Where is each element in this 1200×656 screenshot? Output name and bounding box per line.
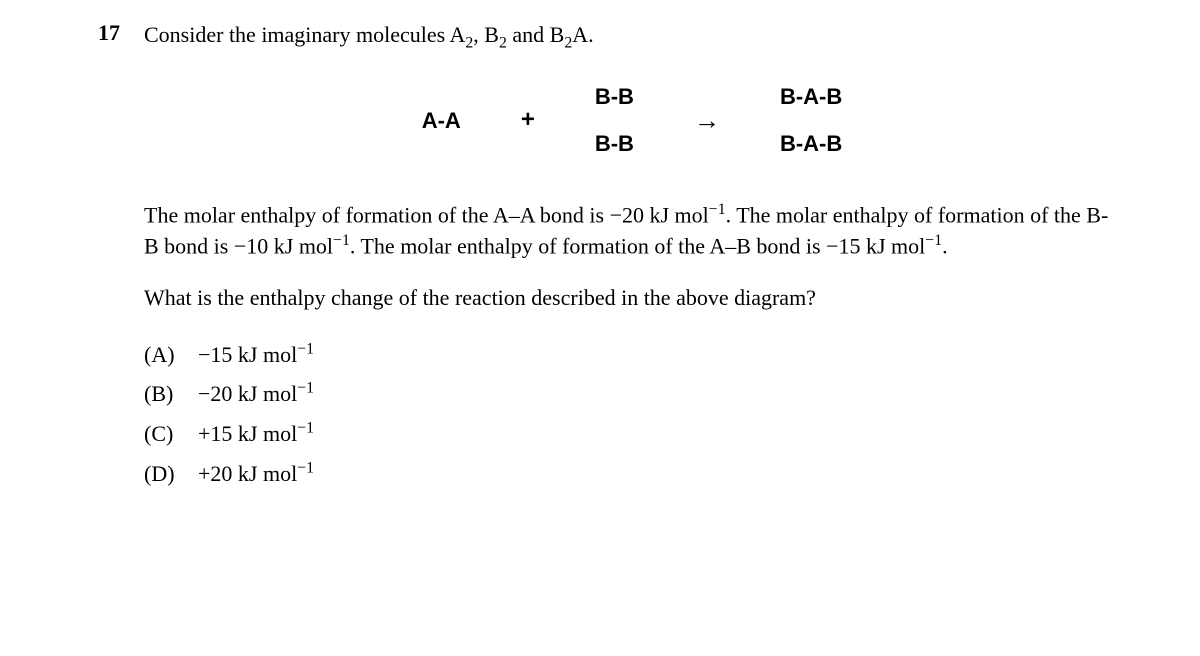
option-value: −15 kJ mol−1 <box>198 335 314 375</box>
option-value: +20 kJ mol−1 <box>198 454 314 494</box>
text-part: The molar enthalpy of formation of the A… <box>144 202 709 227</box>
molecule-label: B-B <box>595 82 634 112</box>
intro-part: , B <box>473 22 499 47</box>
plus-sign: + <box>521 104 535 136</box>
option-value: +15 kJ mol−1 <box>198 414 314 454</box>
reactant-1: A-A <box>422 106 461 136</box>
intro-part: and B <box>507 22 564 47</box>
text-part: . <box>942 233 948 258</box>
text-part: −20 kJ mol <box>198 381 297 406</box>
superscript: −1 <box>925 232 942 249</box>
molecule-label: A-A <box>422 106 461 136</box>
page: 17 Consider the imaginary molecules A 2, … <box>0 0 1200 513</box>
option-label: (C) <box>144 414 180 454</box>
superscript: −1 <box>297 341 314 358</box>
option-label: (D) <box>144 454 180 494</box>
option-label: (B) <box>144 374 180 414</box>
molecule-label: B-B <box>595 129 634 159</box>
question-row: 17 Consider the imaginary molecules A 2, … <box>80 20 1120 493</box>
superscript: −1 <box>709 201 726 218</box>
answer-options: (A) −15 kJ mol−1 (B) −20 kJ mol−1 (C) +1… <box>144 335 1120 493</box>
text-part: +20 kJ mol <box>198 461 297 486</box>
superscript: −1 <box>297 420 314 437</box>
intro-text: Consider the imaginary molecules A2, B2 … <box>144 20 1120 54</box>
molecule-label: B-A-B <box>780 82 842 112</box>
superscript: −1 <box>333 232 350 249</box>
question-number: 17 <box>80 20 120 46</box>
question-prompt: What is the enthalpy change of the react… <box>144 283 1120 313</box>
reaction-diagram: A-A + B-B B-B → B-A-B B-A-B <box>144 82 1120 159</box>
subscript: 2 <box>499 34 507 51</box>
question-body: Consider the imaginary molecules A2, B2 … <box>144 20 1120 493</box>
text-part: . The molar enthalpy of formation of the… <box>350 233 925 258</box>
option-label: (A) <box>144 335 180 375</box>
intro-part: Consider the imaginary molecules A <box>144 22 465 47</box>
arrow-icon: → <box>694 103 720 138</box>
option-b: (B) −20 kJ mol−1 <box>144 374 1120 414</box>
option-c: (C) +15 kJ mol−1 <box>144 414 1120 454</box>
superscript: −1 <box>297 459 314 476</box>
superscript: −1 <box>297 380 314 397</box>
option-d: (D) +20 kJ mol−1 <box>144 454 1120 494</box>
enthalpy-paragraph: The molar enthalpy of formation of the A… <box>144 199 1120 261</box>
molecule-label: B-A-B <box>780 129 842 159</box>
text-part: −15 kJ mol <box>198 342 297 367</box>
option-value: −20 kJ mol−1 <box>198 374 314 414</box>
option-a: (A) −15 kJ mol−1 <box>144 335 1120 375</box>
text-part: +15 kJ mol <box>198 421 297 446</box>
reactant-2: B-B B-B <box>595 82 634 159</box>
intro-part: A. <box>572 22 593 47</box>
product: B-A-B B-A-B <box>780 82 842 159</box>
